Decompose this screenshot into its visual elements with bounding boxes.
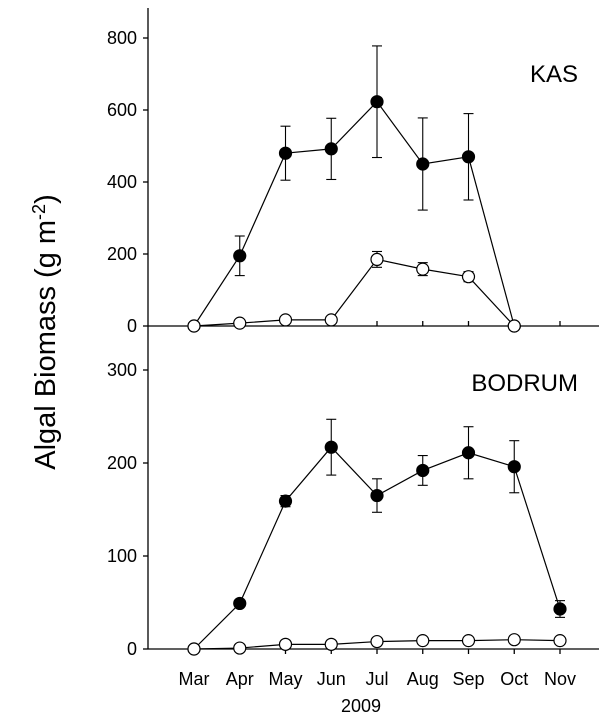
bodrum-x-tick-label: Oct	[500, 669, 528, 689]
kas-series-2-point	[187, 319, 201, 333]
kas-y-tick-label: 200	[107, 244, 137, 264]
kas-series-1-point	[324, 142, 338, 156]
bodrum-series-2-point	[370, 634, 384, 649]
bodrum-series-1-line	[193, 446, 561, 650]
bodrum-x-tick-label: Mar	[179, 669, 210, 689]
kas-series-1-point	[416, 157, 430, 171]
kas-series-2-point	[507, 319, 521, 333]
bodrum-series-2-point	[461, 634, 476, 648]
kas-series-1-point	[461, 150, 476, 164]
bodrum-panel-label: BODRUM	[471, 370, 578, 397]
kas-y-tick-label: 0	[127, 316, 137, 336]
kas-series-2-point	[416, 262, 430, 276]
bodrum-y-tick-label: 0	[127, 639, 137, 659]
bodrum-series-1-point	[461, 446, 476, 460]
bodrum-y-tick-label: 200	[107, 453, 137, 473]
kas-panel-label: KAS	[530, 61, 578, 88]
bodrum-series-2-point	[187, 642, 201, 656]
kas-series-2-line	[193, 258, 515, 327]
y-axis-title: Algal Biomass (g m-2)	[29, 194, 62, 470]
bodrum-series-1-point	[553, 602, 567, 616]
kas-panel: 0 200 400 600 800	[107, 8, 599, 336]
bodrum-series-2-point	[553, 634, 567, 648]
kas-series-2-point	[324, 313, 338, 327]
kas-series-1-point	[370, 95, 384, 109]
bodrum-series-2-point	[278, 637, 293, 651]
bodrum-x-tick-label: Nov	[544, 669, 576, 689]
bodrum-panel: 0 100 200 300 Mar Apr May Jun Jul Aug Sep Oct Nov	[107, 326, 599, 689]
kas-series-2-point	[461, 270, 476, 284]
bodrum-y-tick-label: 300	[107, 360, 137, 380]
bodrum-series-1-point	[370, 488, 384, 503]
bodrum-x-tick-label: May	[268, 669, 302, 689]
kas-y-tick-label: 600	[107, 100, 137, 120]
kas-series-1-point	[233, 249, 247, 263]
bodrum-x-tick-label: Jul	[365, 669, 388, 689]
bodrum-x-tick-label: Sep	[452, 669, 484, 689]
bodrum-series-2-point	[233, 641, 247, 655]
bodrum-series-2-point	[507, 633, 521, 647]
kas-series-2-point	[370, 252, 384, 266]
kas-y-tick-label: 400	[107, 172, 137, 192]
bodrum-x-tick-label: Aug	[407, 669, 439, 689]
kas-series-1-line	[193, 100, 515, 327]
bodrum-series-1-point	[278, 494, 293, 508]
bodrum-series-1-point	[324, 440, 338, 454]
bodrum-series-1-point	[416, 463, 430, 478]
kas-series-2-point	[278, 313, 293, 327]
bodrum-y-tick-label: 100	[107, 546, 137, 566]
bodrum-x-tick-label: Jun	[317, 669, 346, 689]
kas-y-tick-label: 800	[107, 28, 137, 48]
kas-series-1-point	[278, 146, 293, 160]
kas-series-2-point	[233, 316, 247, 330]
bodrum-series-2-point	[416, 634, 430, 648]
bodrum-series-1-point	[507, 460, 521, 474]
x-axis-year-label: 2009	[341, 696, 381, 716]
bodrum-series-1-point	[233, 596, 247, 611]
bodrum-series-2-point	[324, 637, 338, 651]
bodrum-x-tick-label: Apr	[226, 669, 254, 689]
